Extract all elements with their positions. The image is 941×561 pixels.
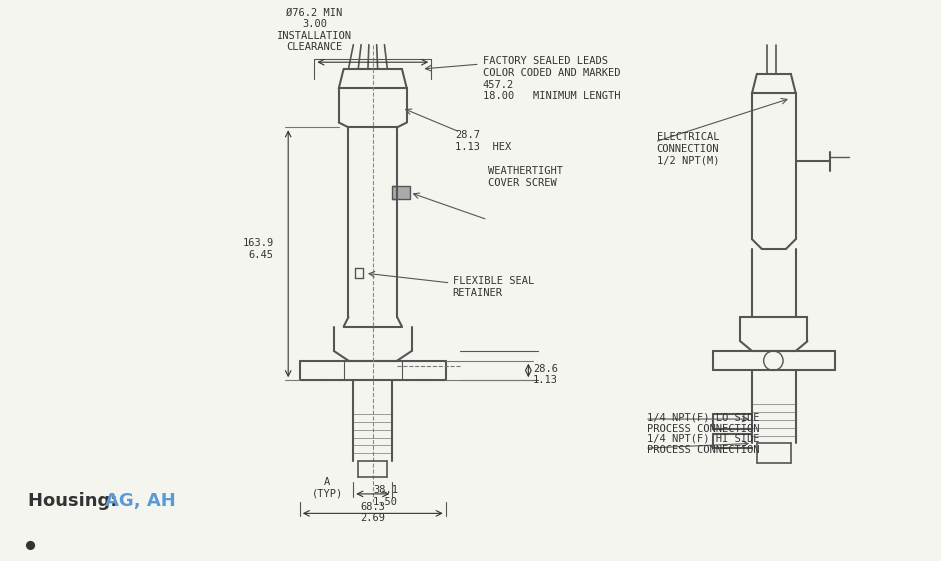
Text: 38.1
1.50: 38.1 1.50 [373, 485, 398, 507]
Text: Housing:: Housing: [27, 492, 123, 510]
Text: WEATHERTIGHT
COVER SCREW: WEATHERTIGHT COVER SCREW [487, 166, 563, 188]
Text: 1/4 NPT(F) HI SIDE
PROCESS CONNECTION: 1/4 NPT(F) HI SIDE PROCESS CONNECTION [647, 434, 759, 455]
Text: ELECTRICAL
CONNECTION
1/2 NPT(M): ELECTRICAL CONNECTION 1/2 NPT(M) [657, 132, 719, 165]
Bar [392, 186, 409, 199]
Text: 28.7
1.13  HEX: 28.7 1.13 HEX [455, 130, 512, 152]
Text: FACTORY SEALED LEADS
COLOR CODED AND MARKED
457.2
18.00   MINIMUM LENGTH: FACTORY SEALED LEADS COLOR CODED AND MAR… [483, 56, 620, 101]
Text: 28.6
1.13: 28.6 1.13 [534, 364, 558, 385]
Text: AG, AH: AG, AH [105, 492, 176, 510]
Text: Ø76.2 MIN
3.00
INSTALLATION
CLEARANCE: Ø76.2 MIN 3.00 INSTALLATION CLEARANCE [277, 8, 352, 53]
Text: 68.3
2.69: 68.3 2.69 [360, 502, 385, 523]
Text: A
(TYP): A (TYP) [311, 477, 343, 499]
Text: 163.9
6.45: 163.9 6.45 [243, 238, 274, 260]
Text: 1/4 NPT(F) LO SIDE
PROCESS CONNECTION: 1/4 NPT(F) LO SIDE PROCESS CONNECTION [647, 412, 759, 434]
Circle shape [26, 541, 35, 549]
Text: FLEXIBLE SEAL
RETAINER: FLEXIBLE SEAL RETAINER [453, 276, 534, 298]
